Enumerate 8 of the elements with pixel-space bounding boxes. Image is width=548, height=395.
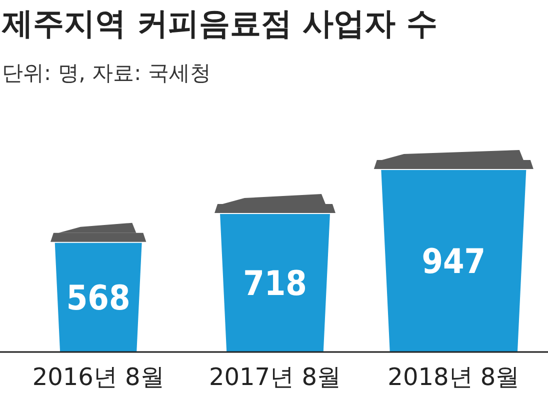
x-tick-label: 2016년 8월 [32,363,164,391]
data-label: 947 [422,242,486,282]
x-tick-label: 2017년 8월 [209,363,341,391]
x-tick-label: 2018년 8월 [388,363,520,391]
chart-title: 제주지역 커피음료점 사업자 수 [1,6,438,42]
data-label: 718 [243,264,307,304]
chart-subtitle: 단위: 명, 자료: 국세청 [2,61,211,85]
data-label: 568 [66,278,130,318]
